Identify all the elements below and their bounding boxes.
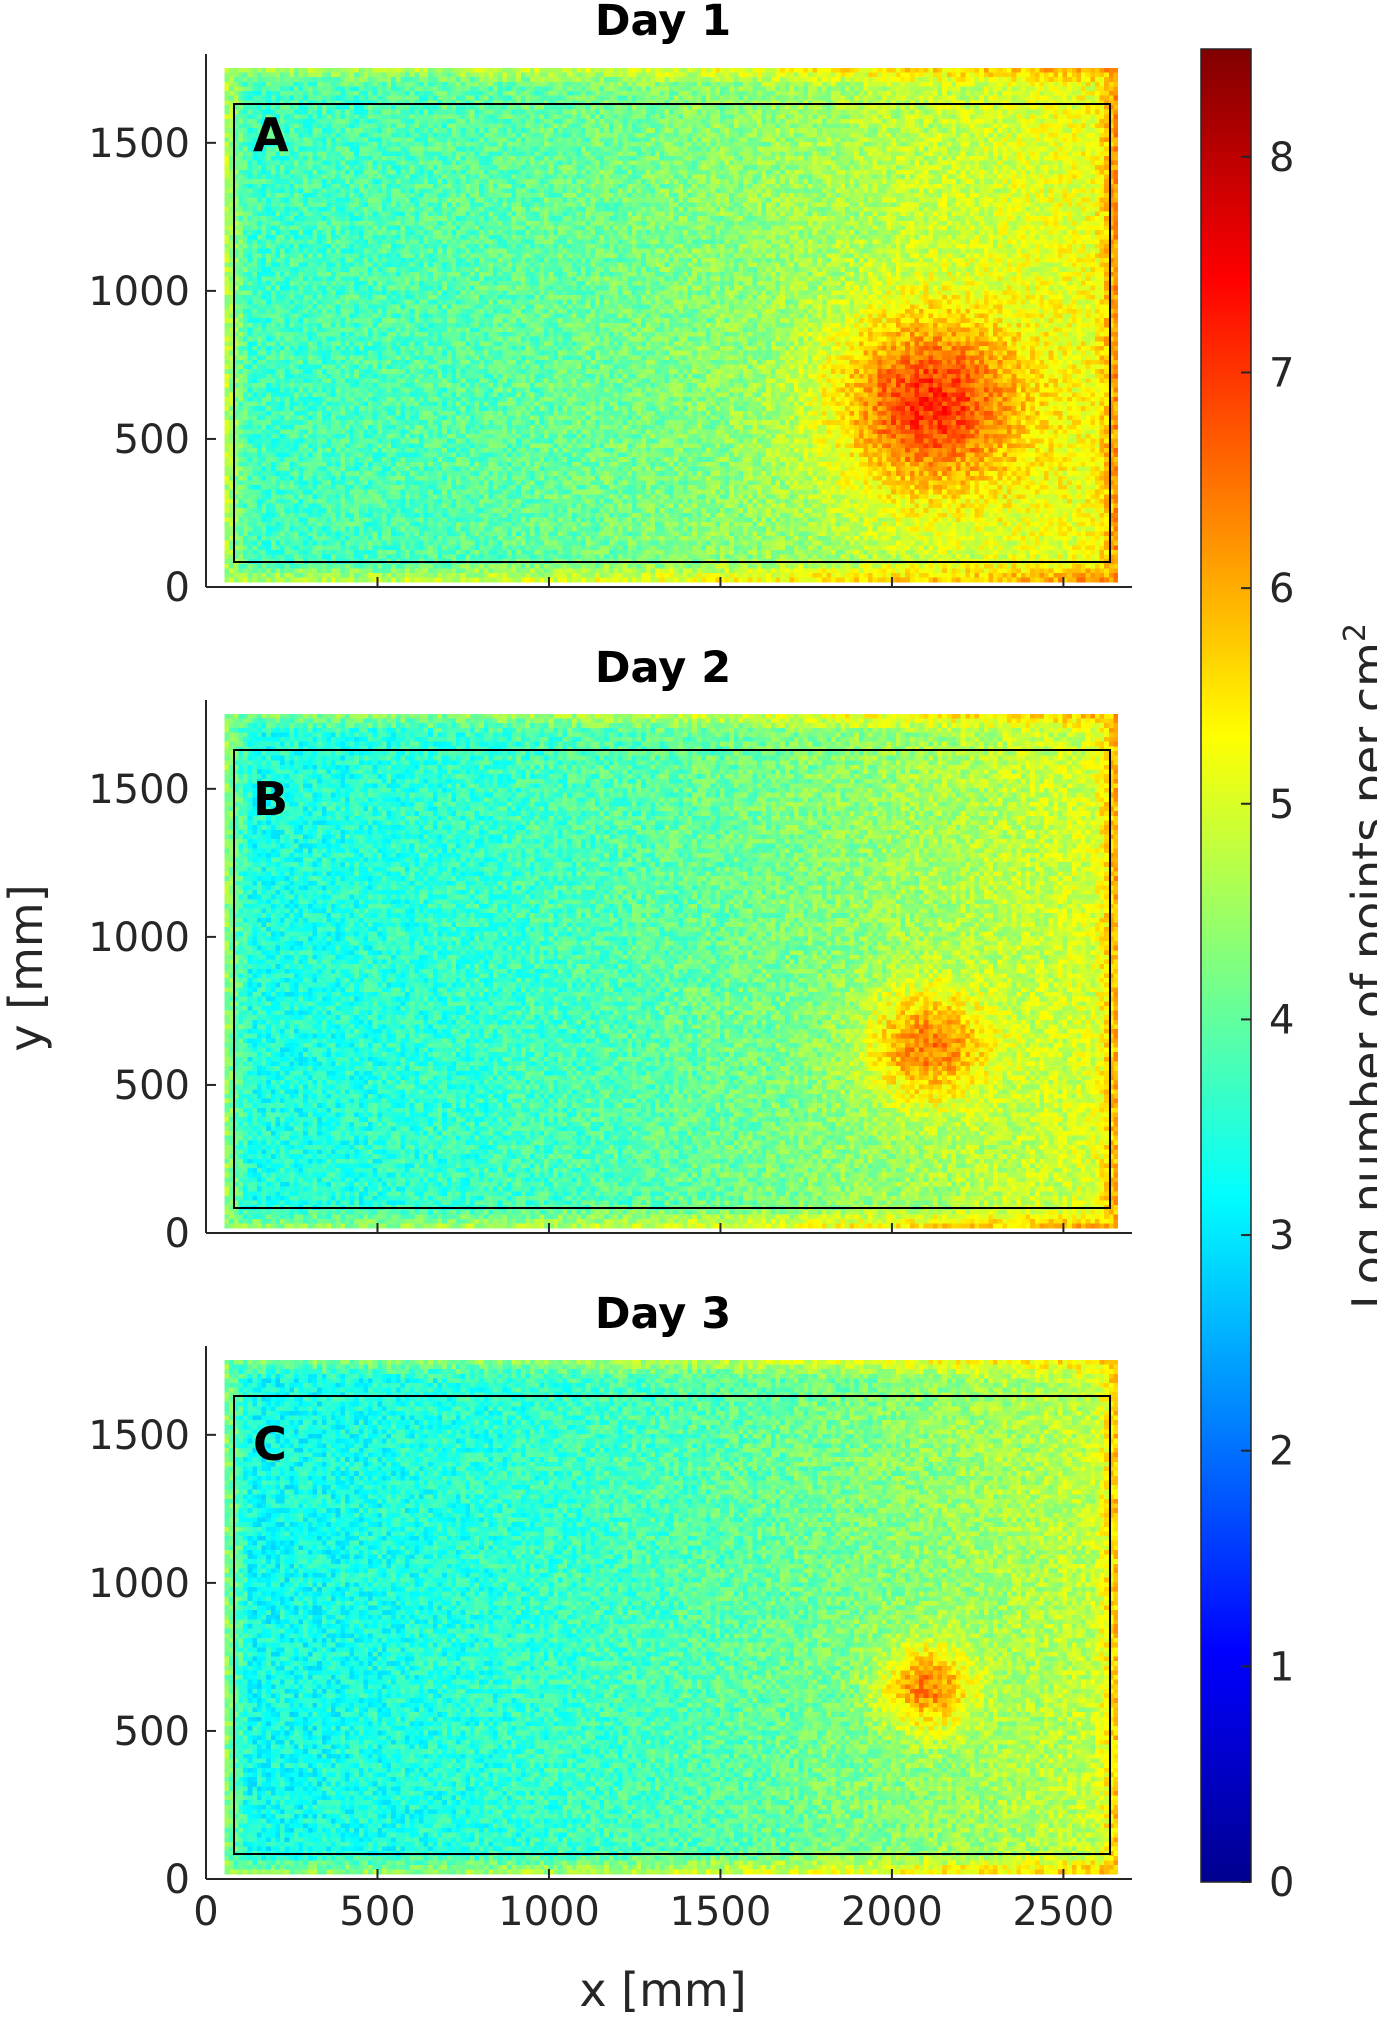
colorbar-gradient [1200, 48, 1252, 1883]
x-tick-label: 1500 [670, 1889, 772, 1935]
y-tick-label: 500 [114, 417, 190, 463]
y-tick-label: 1500 [88, 121, 190, 167]
panel-title: Day 2 [595, 643, 731, 693]
y-tick-group: 0 500 1000 1500 [88, 121, 216, 611]
panel-letter: A [253, 108, 289, 162]
y-tick-group: 0 500 1000 1500 [88, 1413, 216, 1903]
colorbar-label-superscript: 2 [1338, 623, 1373, 642]
colorbar-tick-label: 6 [1269, 566, 1294, 612]
y-tick-label: 0 [165, 1857, 190, 1903]
y-tick-label: 1500 [88, 767, 190, 813]
inner-rectangle [233, 749, 1111, 1209]
x-axis-label: x [mm] [579, 1963, 746, 2017]
y-tick-label: 0 [165, 1211, 190, 1257]
colorbar-tick-label: 7 [1269, 350, 1294, 396]
heatmap-image [206, 1346, 1132, 1879]
y-tick-label: 1000 [88, 1561, 190, 1607]
heatmap-image [206, 700, 1132, 1233]
x-tick-label: 0 [193, 1889, 218, 1935]
colorbar-label: Log number of points per cm2 [1338, 623, 1377, 1309]
y-tick-group: 0 500 1000 1500 [88, 767, 216, 1257]
colorbar-tick-label: 1 [1269, 1644, 1294, 1690]
colorbar-tick-label: 4 [1269, 997, 1294, 1043]
heatmap-image [206, 54, 1132, 587]
y-tick-label: 500 [114, 1063, 190, 1109]
panel-day-1: Day 1 0 500 1000 1500 A [88, 0, 1132, 611]
y-tick-label: 1000 [88, 915, 190, 961]
x-tick-label: 2500 [1013, 1889, 1115, 1935]
colorbar-tick-label: 8 [1269, 135, 1294, 181]
inner-rectangle [233, 103, 1111, 563]
panel-title: Day 1 [595, 0, 731, 46]
y-axis-label: y [mm] [0, 884, 53, 1051]
y-tick-label: 500 [114, 1709, 190, 1755]
x-tick-group: 0 500 1000 1500 2000 2500 [193, 1869, 1114, 1935]
panel-day-3: Day 3 0 500 1000 1500 2000 2500 050010001500 … [88, 1289, 1132, 1935]
panel-title: Day 3 [595, 1289, 731, 1339]
inner-rectangle [233, 1395, 1111, 1855]
x-tick-label: 500 [339, 1889, 415, 1935]
x-tick-label: 1000 [498, 1889, 600, 1935]
y-tick-label: 1500 [88, 1413, 190, 1459]
colorbar-tick-label: 3 [1269, 1213, 1294, 1259]
y-tick-label: 0 [165, 565, 190, 611]
colorbar-tick-label: 2 [1269, 1429, 1294, 1475]
y-tick-label: 1000 [88, 269, 190, 315]
colorbar-tick-group: 0 1 2 3 4 5 6 7 8 [1241, 135, 1294, 1906]
colorbar-tick-label: 5 [1269, 782, 1294, 828]
panel-letter: B [253, 772, 288, 826]
panel-day-2: Day 2 0 500 1000 1500 B [88, 643, 1132, 1257]
panel-letter: C [253, 1417, 287, 1471]
colorbar-tick-label: 0 [1269, 1860, 1294, 1906]
colorbar-label-text: Log number of points per cm [1342, 642, 1377, 1309]
x-tick-label: 2000 [841, 1889, 943, 1935]
